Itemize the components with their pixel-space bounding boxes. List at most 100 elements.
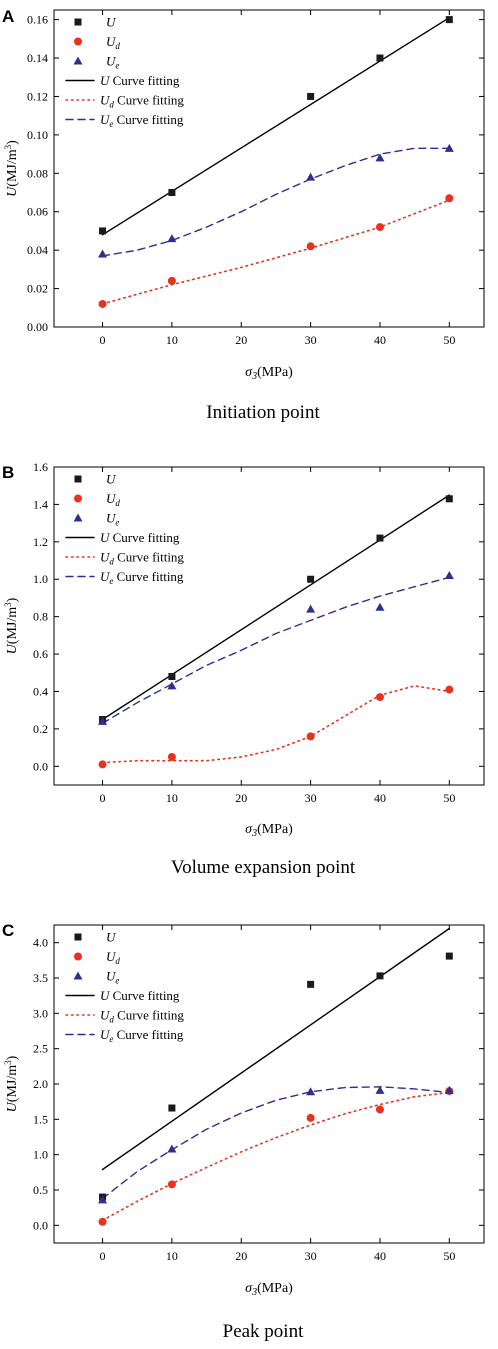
point-ue bbox=[167, 234, 177, 243]
x-tick-label: 0 bbox=[100, 1249, 106, 1263]
point-ue bbox=[444, 143, 454, 152]
point-ud bbox=[306, 732, 315, 741]
fit-line-ue bbox=[101, 147, 450, 257]
fit-line-u bbox=[101, 927, 450, 1171]
x-tick-label: 0 bbox=[100, 333, 106, 347]
y-tick-label: 0.14 bbox=[27, 51, 48, 65]
point-ue bbox=[167, 1144, 177, 1153]
y-tick-label: 1.6 bbox=[33, 460, 48, 474]
x-tick-label: 10 bbox=[166, 791, 178, 805]
y-tick-label: 0.02 bbox=[27, 282, 48, 296]
y-tick-label: 0.4 bbox=[33, 684, 48, 698]
x-tick-label: 10 bbox=[166, 1249, 178, 1263]
legend-label: Ud Curve fitting bbox=[100, 93, 184, 110]
y-tick-label: 4.0 bbox=[33, 936, 48, 950]
legend-label: Ue bbox=[106, 54, 119, 71]
point-ue bbox=[306, 172, 316, 181]
legend: U Ud Ue U Curve fitting Ud Curve fitting Ue C… bbox=[65, 930, 184, 1044]
legend-marker bbox=[74, 37, 82, 46]
x-tick-label: 50 bbox=[443, 333, 455, 347]
x-axis-label: σ3(MPa) bbox=[245, 365, 293, 382]
fit-line-ud bbox=[101, 685, 451, 764]
x-tick-label: 40 bbox=[374, 791, 386, 805]
legend-marker bbox=[74, 933, 82, 941]
x-tick-label: 50 bbox=[443, 791, 455, 805]
point-ud bbox=[98, 760, 107, 769]
x-tick-label: 40 bbox=[374, 333, 386, 347]
x-tick-label: 10 bbox=[166, 333, 178, 347]
legend: U Ud Ue U Curve fitting Ud Curve fitting Ue C… bbox=[65, 15, 184, 129]
point-ud bbox=[306, 1113, 315, 1122]
point-ud bbox=[167, 276, 176, 285]
panel-caption: Peak point bbox=[223, 1321, 304, 1342]
point-u bbox=[168, 189, 176, 197]
fit-line-u bbox=[101, 494, 450, 721]
y-tick-label: 0.0 bbox=[33, 759, 48, 773]
x-tick-label: 20 bbox=[235, 791, 247, 805]
x-tick-label: 30 bbox=[305, 333, 317, 347]
fit-line-ud bbox=[101, 199, 451, 305]
legend-label: Ue bbox=[106, 511, 119, 528]
point-u bbox=[445, 495, 453, 503]
panel-letter: C bbox=[2, 921, 14, 940]
plot-frame bbox=[53, 924, 485, 1244]
y-tick-label: 1.5 bbox=[33, 1112, 48, 1126]
legend-marker bbox=[74, 494, 82, 503]
panel-letter: A bbox=[2, 7, 14, 26]
point-ud bbox=[375, 1105, 384, 1114]
point-ue bbox=[306, 604, 316, 613]
x-tick-label: 0 bbox=[100, 791, 106, 805]
y-axis-label: U(MJ/m3) bbox=[3, 1055, 20, 1112]
chart-panel-a: A 0 10 20 30 40 50 0.00 0.02 0.04 0.06 0.08 0.10 0.12… bbox=[2, 7, 485, 423]
point-u bbox=[445, 952, 453, 960]
legend-label: Ud bbox=[106, 949, 120, 966]
fit-line-u bbox=[101, 17, 450, 236]
y-tick-label: 0.08 bbox=[27, 166, 48, 180]
y-tick-label: 0.10 bbox=[27, 128, 48, 142]
legend-label: U bbox=[106, 472, 117, 487]
point-ud bbox=[167, 1180, 176, 1189]
y-tick-label: 0.5 bbox=[33, 1183, 48, 1197]
y-tick-label: 0.06 bbox=[27, 205, 48, 219]
point-u bbox=[376, 54, 384, 62]
legend-label: Ue Curve fitting bbox=[100, 112, 184, 129]
y-tick-label: 1.2 bbox=[33, 535, 48, 549]
legend-marker bbox=[74, 18, 82, 26]
point-ud bbox=[98, 1217, 107, 1226]
y-tick-label: 3.5 bbox=[33, 971, 48, 985]
legend-label: U bbox=[106, 15, 117, 30]
y-tick-label: 1.0 bbox=[33, 1148, 48, 1162]
point-u bbox=[445, 16, 453, 24]
point-ud bbox=[445, 685, 454, 694]
chart-panel-b: B 0 10 20 30 40 50 0.0 0.2 0.4 0.6 0.8 1.0 1.2 1.4 1.6 σ… bbox=[2, 460, 485, 878]
y-tick-label: 0.8 bbox=[33, 610, 48, 624]
x-tick-label: 30 bbox=[305, 1249, 317, 1263]
legend-label: Ud Curve fitting bbox=[100, 1008, 184, 1025]
y-tick-label: 0.0 bbox=[33, 1218, 48, 1232]
y-tick-label: 0.04 bbox=[27, 243, 48, 257]
x-tick-label: 20 bbox=[235, 333, 247, 347]
point-ue bbox=[306, 1087, 316, 1096]
point-ud bbox=[167, 752, 176, 761]
x-tick-label: 20 bbox=[235, 1249, 247, 1263]
point-u bbox=[307, 575, 315, 583]
point-ue bbox=[375, 153, 385, 162]
legend-label: U Curve fitting bbox=[100, 988, 180, 1003]
chart-panel-c: C 0 10 20 30 40 50 0.0 0.5 1.0 1.5 2.0 2.5 3.0 3.5 4.0 σ… bbox=[2, 921, 485, 1342]
fit-line-ud bbox=[101, 1091, 451, 1222]
point-ud bbox=[375, 223, 384, 232]
legend-label: Ud bbox=[106, 34, 120, 51]
y-tick-label: 2.5 bbox=[33, 1042, 48, 1056]
point-u bbox=[168, 1104, 176, 1112]
y-tick-label: 0.12 bbox=[27, 89, 48, 103]
y-tick-label: 2.0 bbox=[33, 1077, 48, 1091]
y-tick-label: 0.00 bbox=[27, 320, 48, 334]
point-ue bbox=[444, 570, 454, 579]
point-u bbox=[307, 92, 315, 100]
point-ue bbox=[98, 1195, 108, 1204]
y-tick-label: 3.0 bbox=[33, 1006, 48, 1020]
y-tick-label: 0.6 bbox=[33, 647, 48, 661]
panel-caption: Volume expansion point bbox=[171, 857, 356, 878]
x-tick-label: 30 bbox=[305, 791, 317, 805]
